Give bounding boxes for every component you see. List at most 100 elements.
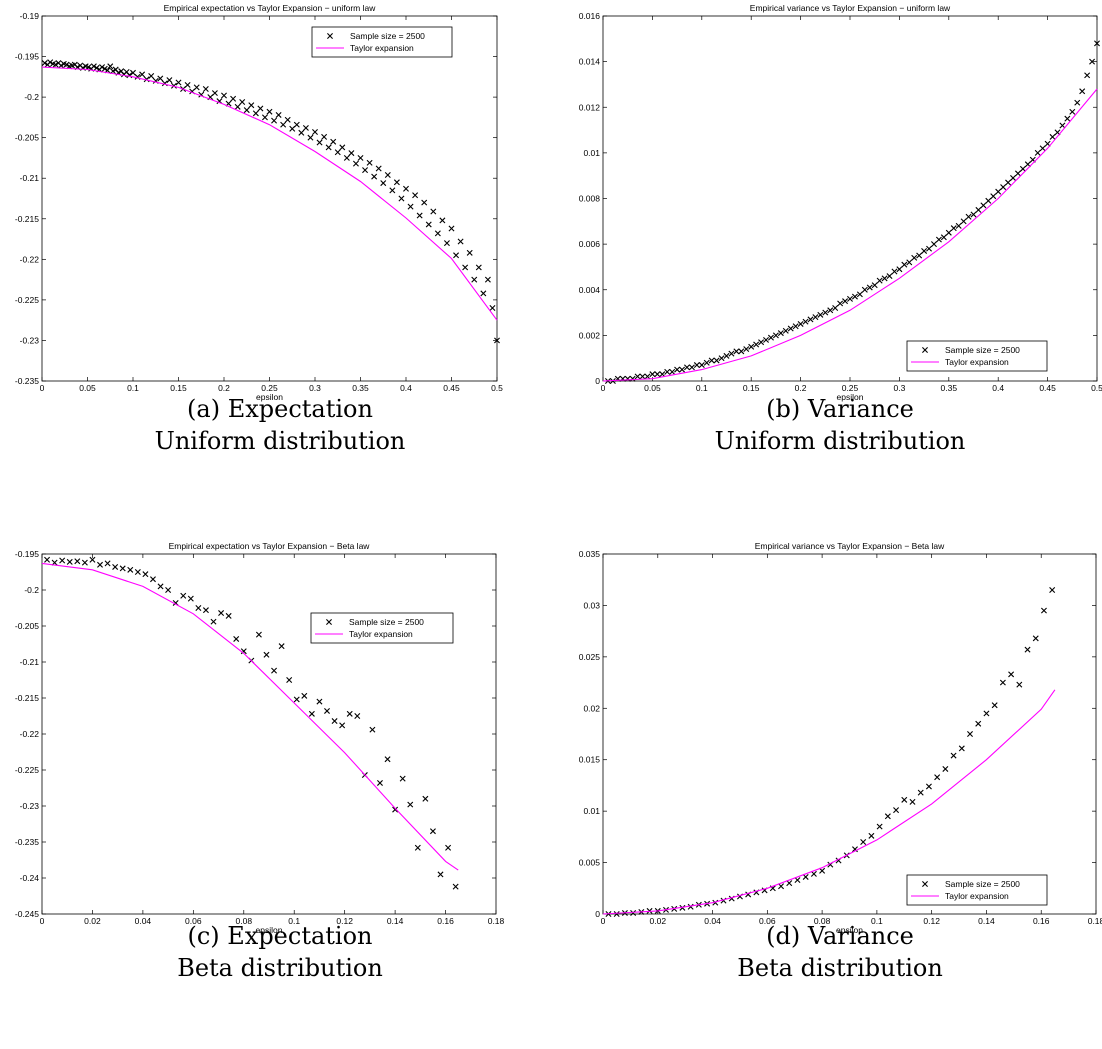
chart-b-legend-marker: [922, 347, 928, 353]
chart-b-x-tick-label: 0.1: [696, 383, 708, 393]
chart-b-sample-point: [935, 236, 942, 243]
chart-b-sample-point: [763, 336, 770, 343]
chart-a-sample-point: [366, 159, 373, 166]
chart-b-y-tick-label: 0.002: [579, 330, 601, 340]
chart-c-x-tick-label: 0.12: [336, 916, 353, 926]
chart-b-sample-point: [1010, 174, 1017, 181]
chart-d-y-tick-label: 0.01: [583, 806, 600, 816]
chart-c-sample-point: [104, 560, 111, 567]
chart-a-x-tick-label: 0.35: [352, 383, 369, 393]
chart-d-sample-point: [1016, 681, 1023, 688]
chart-b-sample-point: [871, 282, 878, 289]
chart-b-sample-point: [886, 273, 893, 280]
chart-a-sample-point: [425, 221, 432, 228]
chart-a-sample-point: [252, 110, 259, 117]
chart-c-sample-point: [81, 559, 88, 566]
chart-d-sample-point: [1040, 607, 1047, 614]
chart-b-sample-point: [955, 222, 962, 229]
chart-a-sample-point: [175, 79, 182, 86]
chart-b-sample-point: [664, 368, 671, 375]
chart-b-sample-point: [1034, 149, 1041, 156]
chart-a-sample-point: [312, 129, 318, 135]
chart-a-sample-point: [271, 117, 278, 124]
chart-d-x-axis-label: epsilon: [836, 925, 863, 935]
chart-c-sample-point: [293, 696, 300, 703]
chart-d-sample-point: [958, 745, 965, 752]
chart-b-sample-point: [965, 213, 972, 220]
chart-d-y-tick-label: 0.03: [583, 600, 600, 610]
chart-a-sample-point: [484, 276, 491, 283]
chart-d-x-tick-label: 0.12: [923, 916, 940, 926]
chart-d-x-tick-label: 0.1: [871, 916, 883, 926]
caption-c-line1: (c) Expectation: [187, 922, 373, 950]
chart-b-sample-point: [693, 362, 700, 369]
chart-d-sample-point: [942, 765, 949, 772]
chart-a-sample-point: [330, 138, 337, 145]
chart-d-sample-point: [860, 839, 867, 845]
chart-b-sample-point: [654, 371, 661, 378]
chart-b-sample-point: [683, 364, 690, 371]
chart-d-sample-point: [1049, 587, 1056, 593]
chart-a-sample-point: [52, 61, 59, 68]
chart-c-x-tick-label: 0.1: [288, 916, 300, 926]
chart-c-y-tick-label: -0.21: [20, 657, 40, 667]
chart-a-sample-point: [475, 264, 482, 271]
chart-b-sample-point: [698, 362, 705, 369]
chart-d-y-tick-label: 0.025: [579, 652, 601, 662]
chart-a-sample-point: [85, 64, 92, 71]
chart-b-sample-point: [812, 314, 819, 321]
chart-b-sample-point: [866, 284, 873, 291]
chart-b-sample-point: [688, 364, 695, 371]
chart-a-x-tick-label: 0.25: [261, 383, 278, 393]
chart-b-sample-point: [772, 332, 779, 339]
caption-a: (a) Expectation Uniform distribution: [30, 393, 530, 457]
chart-b-sample-point: [832, 305, 839, 311]
chart-c-sample-point: [195, 605, 202, 611]
caption-c: (c) Expectation Beta distribution: [30, 920, 530, 984]
chart-d-sample-point: [851, 846, 858, 853]
chart-c-x-axis-label: epsilon: [256, 925, 283, 935]
chart-b-sample-point: [995, 188, 1002, 195]
chart-c-legend-marker: [326, 619, 332, 625]
chart-c-sample-point: [157, 583, 164, 590]
chart-a-plot-area: [41, 15, 498, 382]
chart-a-x-tick-label: 0: [40, 383, 45, 393]
chart-a-x-tick-label: 0.05: [79, 383, 96, 393]
chart-b-sample-point: [629, 375, 636, 382]
chart-a-sample-point: [325, 144, 332, 151]
chart-c-x-tick-label: 0.16: [437, 916, 454, 926]
chart-c-y-tick-label: -0.225: [15, 765, 39, 775]
chart-c-svg: Empirical expectation vs Taylor Expansio…: [15, 541, 505, 935]
chart-b-svg: Empirical variance vs Taylor Expansion −…: [579, 3, 1102, 402]
chart-c-sample-point: [445, 844, 452, 851]
chart-c-sample-point: [414, 844, 421, 851]
chart-a-x-axis-label: epsilon: [256, 392, 283, 402]
chart-b-sample-point: [950, 225, 957, 232]
chart-b-sample-point: [634, 373, 641, 380]
chart-d-x-tick-label: 0.02: [650, 916, 667, 926]
chart-c-sample-point: [354, 713, 361, 719]
chart-c-y-tick-label: -0.23: [20, 801, 40, 811]
chart-c-sample-point: [407, 801, 414, 808]
chart-c-legend-sample-label: Sample size = 2500: [349, 617, 424, 627]
chart-b-sample-point: [1049, 133, 1056, 140]
chart-c-sample-point: [74, 558, 81, 565]
chart-a-sample-point: [184, 81, 191, 88]
chart-c-y-tick-label: -0.245: [15, 909, 39, 919]
chart-c-sample-point: [180, 592, 187, 599]
chart-a-legend-taylor-label: Taylor expansion: [350, 43, 414, 53]
chart-a-sample-point: [193, 84, 200, 91]
chart-c-sample-point: [376, 779, 383, 786]
chart-d-sample-point: [794, 877, 801, 884]
chart-b-sample-point: [817, 311, 824, 318]
chart-c-sample-point: [452, 883, 459, 890]
chart-b-sample-point: [679, 366, 686, 373]
chart-a-legend-marker: [327, 33, 333, 39]
chart-c-sample-point: [392, 806, 399, 813]
chart-b-sample-point: [930, 241, 937, 248]
chart-a-sample-point: [362, 167, 369, 174]
chart-b-sample-point: [876, 277, 883, 284]
chart-c-x-tick-label: 0.14: [387, 916, 404, 926]
chart-b-sample-point: [753, 341, 760, 348]
chart-d-sample-point: [630, 909, 637, 916]
